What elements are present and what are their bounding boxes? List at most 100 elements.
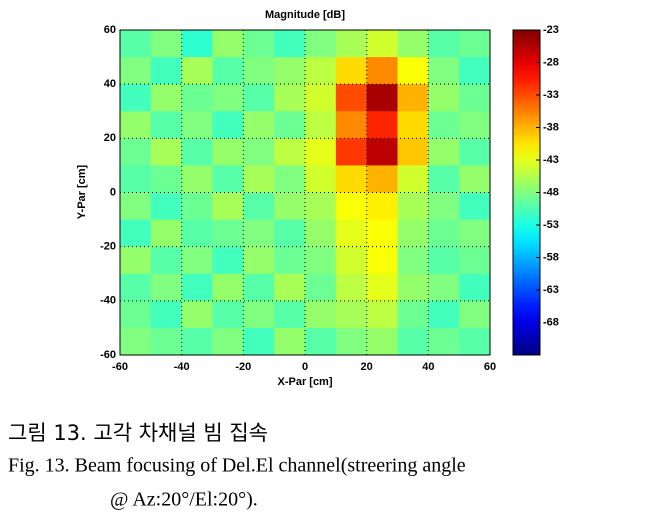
colorbar-tick-label: -53 — [543, 219, 559, 231]
heat-cell — [243, 84, 275, 112]
heat-cell — [397, 111, 429, 139]
heat-cell — [120, 57, 152, 85]
heat-cell — [274, 165, 306, 193]
heat-cell — [397, 219, 429, 248]
heat-cell — [120, 30, 152, 58]
heat-cell — [397, 84, 429, 112]
colorbar-tick-label: -58 — [543, 251, 559, 263]
heat-cell — [212, 192, 244, 221]
heat-cell — [181, 327, 213, 356]
heat-cell — [459, 219, 491, 248]
heat-cell — [397, 165, 429, 193]
caption-line: @ Az:20°/El:20°). — [110, 489, 258, 511]
heat-cell — [428, 30, 460, 58]
heat-cell — [366, 30, 398, 58]
heat-cell — [397, 246, 429, 275]
heat-cell — [397, 192, 429, 221]
heat-cell — [212, 273, 244, 302]
x-tick-label: -20 — [235, 361, 251, 373]
caption-line: Fig. 13. Beam focusing of Del.El channel… — [8, 455, 466, 477]
heat-cell — [120, 192, 152, 221]
heat-cell — [212, 327, 244, 356]
heat-cell — [428, 219, 460, 248]
heat-cell — [243, 192, 275, 221]
heat-cell — [181, 219, 213, 248]
heat-cell — [243, 138, 275, 166]
x-axis-label: X-Par [cm] — [277, 376, 332, 388]
heat-cell — [150, 57, 183, 85]
heat-cell — [366, 246, 398, 275]
heat-cell — [428, 300, 460, 329]
heat-cell — [305, 273, 337, 302]
heat-cell — [397, 138, 429, 166]
heat-cell — [305, 246, 337, 275]
heat-cell — [150, 30, 183, 58]
heat-cell — [181, 111, 213, 139]
heat-cell — [428, 327, 460, 356]
heat-cell — [428, 192, 460, 221]
heat-cell — [150, 84, 183, 112]
heat-cell — [366, 165, 398, 193]
heat-cell — [305, 30, 337, 58]
heat-cell — [181, 84, 213, 112]
heat-cell — [150, 300, 183, 329]
heat-cell — [366, 84, 398, 112]
heat-cell — [274, 111, 306, 139]
heat-cell — [366, 138, 398, 166]
x-tick-label: 60 — [484, 361, 496, 373]
heat-cell — [181, 300, 213, 329]
heat-cell — [335, 327, 368, 356]
heat-cell — [212, 246, 244, 275]
heat-cell — [274, 300, 306, 329]
heat-cell — [120, 138, 152, 166]
heat-cell — [428, 273, 460, 302]
heat-cell — [212, 111, 244, 139]
heat-cell — [428, 84, 460, 112]
heat-cell — [305, 138, 337, 166]
x-tick-label: 0 — [302, 361, 308, 373]
heat-cell — [274, 57, 306, 85]
heat-cell — [366, 327, 398, 356]
heat-cell — [181, 273, 213, 302]
heat-cell — [243, 30, 275, 58]
heat-cell — [397, 327, 429, 356]
heat-cell — [397, 273, 429, 302]
x-tick-label: -40 — [174, 361, 190, 373]
heat-cell — [366, 192, 398, 221]
heat-cell — [459, 84, 491, 112]
heat-cell — [459, 192, 491, 221]
heat-cell — [243, 57, 275, 85]
heat-cell — [120, 165, 152, 193]
heat-cell — [274, 219, 306, 248]
heat-cell — [366, 219, 398, 248]
heat-cell — [335, 111, 368, 139]
heat-cell — [397, 57, 429, 85]
heat-cell — [397, 30, 429, 58]
heat-cell — [459, 273, 491, 302]
heat-cell — [181, 138, 213, 166]
heat-cell — [366, 273, 398, 302]
heat-cell — [305, 165, 337, 193]
heat-cell — [428, 165, 460, 193]
colorbar-tick-label: -33 — [543, 89, 559, 101]
heat-cell — [120, 246, 152, 275]
heat-cell — [212, 57, 244, 85]
heat-cell — [459, 57, 491, 85]
heat-cell — [212, 84, 244, 112]
heat-cell — [366, 300, 398, 329]
heat-cell — [459, 165, 491, 193]
x-tick-label: 40 — [422, 361, 434, 373]
heat-cell — [243, 219, 275, 248]
colorbar — [512, 29, 541, 356]
heat-cell — [274, 327, 306, 356]
heat-cell — [120, 327, 152, 356]
heat-cell — [274, 84, 306, 112]
colorbar-tick-label: -38 — [543, 121, 559, 133]
heat-cell — [335, 30, 368, 58]
heat-cell — [120, 84, 152, 112]
heat-cell — [459, 300, 491, 329]
heat-cell — [181, 30, 213, 58]
heat-cell — [335, 219, 368, 248]
heat-cell — [243, 165, 275, 193]
